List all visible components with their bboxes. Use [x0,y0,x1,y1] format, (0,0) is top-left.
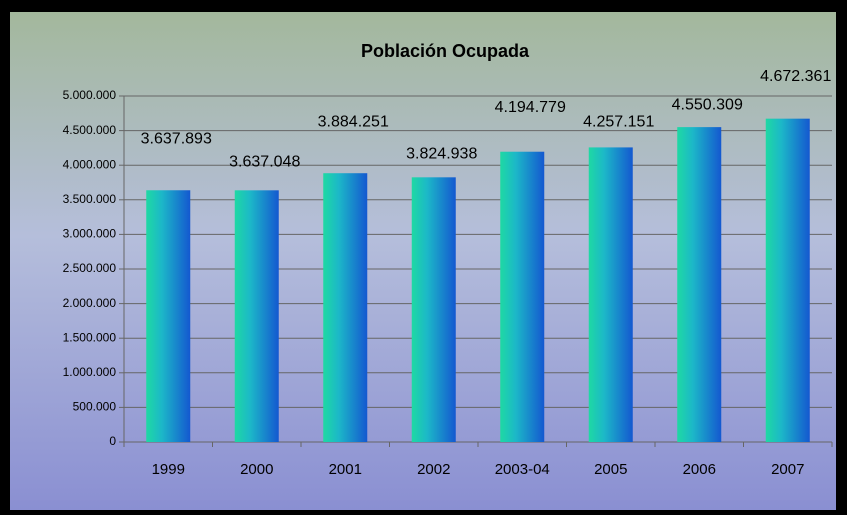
y-tick-label: 0 [109,434,116,448]
x-tick-label: 2007 [771,461,804,478]
bar [234,190,279,442]
y-tick-label: 2.500.000 [63,261,117,275]
value-label: 4.194.779 [495,99,566,116]
x-tick-label: 2006 [683,461,716,478]
bar [323,173,368,442]
x-tick-label: 2000 [240,461,273,478]
y-tick-label: 4.500.000 [63,123,117,137]
value-label: 4.550.309 [672,96,743,113]
y-tick-label: 4.000.000 [63,157,117,171]
bar [411,177,456,443]
y-tick-label: 5.000.000 [63,88,117,102]
value-label: 3.637.893 [141,130,212,147]
x-tick-label: 1999 [152,461,185,478]
x-tick-label: 2005 [594,461,627,478]
bar [588,147,633,442]
bar [500,151,545,442]
y-tick-label: 2.000.000 [63,296,117,310]
value-label: 4.257.151 [583,114,654,131]
x-tick-label: 2001 [329,461,362,478]
y-tick-label: 1.500.000 [63,330,117,344]
y-tick-label: 3.500.000 [63,192,117,206]
value-label: 3.884.251 [318,113,389,130]
y-tick-label: 1.000.000 [63,365,117,379]
value-label: 3.637.048 [229,154,300,171]
bar [677,127,722,442]
y-tick-label: 3.000.000 [63,227,117,241]
x-tick-label: 2002 [417,461,450,478]
chart-title: Población Ocupada [361,41,530,61]
bar [765,118,810,443]
bar [146,190,191,442]
x-tick-label: 2003-04 [495,461,550,478]
value-label: 4.672.361 [760,68,831,85]
y-tick-label: 500.000 [73,400,117,414]
value-label: 3.824.938 [406,146,477,163]
